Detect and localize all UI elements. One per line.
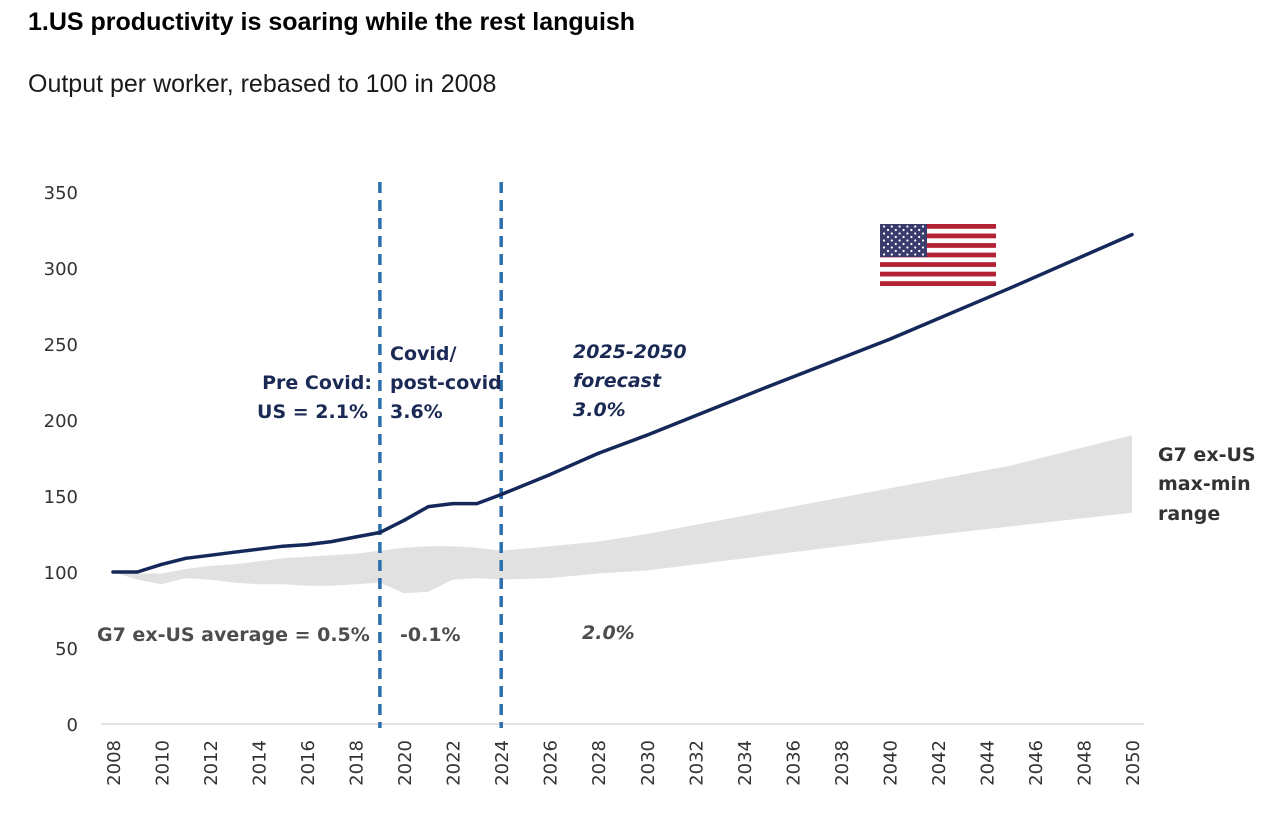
us-data-point [645,433,649,437]
x-tick-label: 2012 [201,740,222,786]
x-tick-label: 2024 [492,740,513,786]
us-data-point [135,570,139,574]
x-tick-label: 2036 [783,740,804,786]
y-tick-label: 150 [44,487,78,508]
us-data-point [329,540,333,544]
us-data-point [402,518,406,522]
us-data-point [257,547,261,551]
us-data-point [887,337,892,341]
x-tick-label: 2010 [153,740,174,786]
us-data-point [184,556,188,560]
forecast-label: forecast [573,370,662,392]
us-flag-icon [880,224,996,286]
x-tick-label: 2034 [735,740,756,786]
us-data-point [378,530,382,535]
y-tick-label: 0 [67,715,78,736]
x-tick-label: 2050 [1123,740,1144,786]
x-tick-label: 2044 [977,740,998,786]
g7-average-label: G7 ex-US average = 0.5% [97,624,370,646]
x-axis: 2008 2010 2012 2014 2016 2018 2020 2022 2024 2026… [104,740,1144,786]
us-data-point [159,562,164,567]
covid-value: 3.6% [390,401,443,423]
x-tick-label: 2014 [250,740,271,786]
us-data-point [208,553,212,557]
y-tick-label: 50 [55,639,78,660]
us-data-point [1009,286,1013,290]
x-tick-label: 2030 [638,740,659,786]
y-tick-label: 100 [44,563,78,584]
range-label-line2: max-min [1158,473,1251,495]
forecast-value: 3.0% [573,399,626,421]
covid-label: Covid/ [390,343,456,365]
x-tick-label: 2028 [589,740,610,786]
post-covid-label: post-covid [390,372,502,394]
y-axis: 0 50 100 150 200 250 300 350 [44,183,78,736]
x-tick-label: 2048 [1074,740,1095,786]
y-tick-label: 200 [44,411,78,432]
x-tick-label: 2020 [395,740,416,786]
us-data-point [499,492,503,497]
x-tick-label: 2046 [1026,740,1047,786]
us-data-point [305,543,309,547]
us-data-point [1130,233,1134,237]
x-tick-label: 2016 [298,740,319,786]
us-data-point [281,544,285,548]
us-data-point [232,550,236,554]
period-dividers [378,182,503,728]
us-data-point [111,570,115,574]
x-tick-label: 2038 [832,740,853,786]
y-tick-label: 300 [44,259,78,280]
pre-covid-label: Pre Covid: [262,372,372,394]
y-tick-label: 250 [44,335,78,356]
us-data-points [111,233,1134,574]
us-data-point [354,535,358,539]
us-data-point [766,385,770,389]
us-data-point [451,502,455,506]
x-tick-label: 2022 [444,740,465,786]
g7-covid-value: -0.1% [400,624,461,646]
chart-subtitle: Output per worker, rebased to 100 in 200… [28,70,497,98]
us-data-point [548,473,552,477]
us-data-point [596,451,600,455]
g7-forecast-value: 2.0% [582,622,635,644]
y-tick-label: 350 [44,183,78,204]
us-data-point [426,505,430,509]
range-label-line3: range [1158,503,1220,525]
pre-covid-value: US = 2.1% [257,401,368,423]
us-data-point [475,502,479,506]
range-label-line1: G7 ex-US [1158,444,1256,466]
forecast-period-label: 2025-2050 [573,341,687,363]
x-tick-label: 2018 [347,740,368,786]
x-tick-label: 2008 [104,740,125,786]
chart-title: 1.US productivity is soaring while the r… [28,8,636,36]
x-tick-label: 2040 [880,740,901,786]
x-tick-label: 2032 [686,740,707,786]
x-tick-label: 2042 [929,740,950,786]
us-productivity-line [111,232,1134,574]
g7-range-area [113,435,1132,594]
x-tick-label: 2026 [541,740,562,786]
